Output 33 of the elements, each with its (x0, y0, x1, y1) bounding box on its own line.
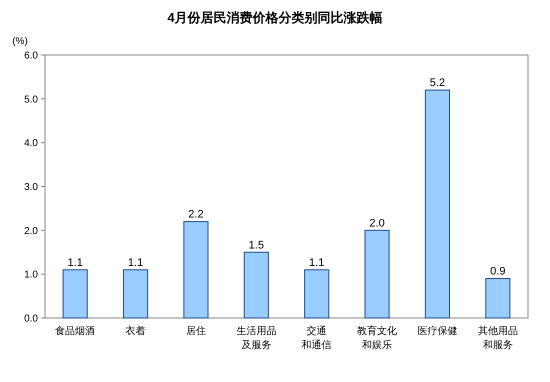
y-tick-label: 4.0 (24, 138, 38, 150)
x-tick-label: 居住 (186, 326, 206, 337)
y-tick-label: 1.0 (24, 270, 38, 281)
bar (62, 269, 88, 318)
bar (183, 221, 209, 318)
data-label: 0.9 (490, 266, 506, 278)
x-tick-label: 其他用品和服务 (478, 325, 518, 351)
y-tick-label: 5.0 (24, 94, 38, 106)
y-tick-label: 6.0 (24, 50, 38, 62)
bar (122, 269, 148, 318)
y-tick-label: 3.0 (24, 182, 38, 193)
x-tick-label: 衣着 (126, 325, 146, 337)
bar (304, 269, 330, 318)
x-tick-label: 医疗保健 (417, 325, 458, 337)
x-tick-label: 交通和通信 (302, 325, 332, 351)
x-tick-label: 教育文化和娱乐 (357, 325, 398, 351)
bar (424, 90, 450, 318)
y-axis-title: (%) (12, 36, 28, 47)
y-tick-label: 2.0 (24, 226, 38, 237)
bar (244, 252, 269, 318)
x-tick-label: 生活用品及服务 (236, 325, 276, 351)
data-label: 1.1 (68, 256, 83, 269)
bar (364, 230, 390, 318)
bar (485, 278, 510, 318)
data-label: 1.1 (309, 256, 324, 269)
chart-title: 4月份居民消费价格分类别同比涨跌幅 (167, 10, 383, 25)
x-tick-label: 食品烟酒 (55, 325, 96, 337)
data-label: 1.1 (128, 256, 144, 269)
data-label: 5.2 (430, 77, 446, 90)
data-label: 1.5 (248, 239, 264, 252)
data-label: 2.2 (188, 208, 204, 221)
data-label: 2.0 (369, 217, 385, 230)
y-tick-label: 0.0 (24, 314, 38, 324)
